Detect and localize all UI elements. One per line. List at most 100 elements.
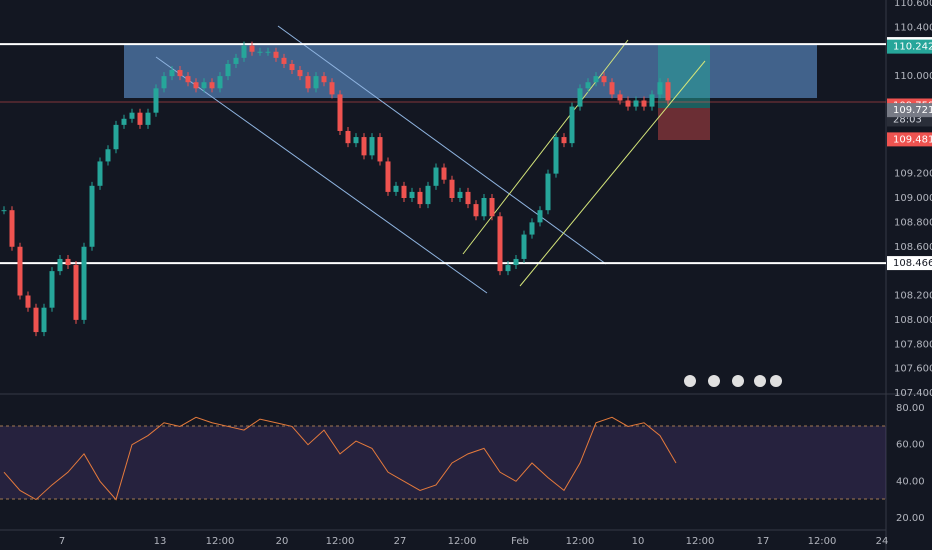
candle xyxy=(345,130,351,144)
candle xyxy=(89,185,95,247)
rsi-tick: 60.00 xyxy=(896,440,925,451)
candle xyxy=(153,88,159,113)
candle xyxy=(233,57,239,64)
candle xyxy=(217,76,223,89)
price-tick: 107.800 xyxy=(894,339,932,350)
candle xyxy=(305,76,311,89)
time-label: 12:00 xyxy=(448,536,477,547)
price-tag: 28:03 xyxy=(893,114,922,125)
candle xyxy=(289,63,295,71)
time-label: 20 xyxy=(276,536,289,547)
time-label: 7 xyxy=(59,536,65,547)
rsi-line xyxy=(3,416,677,501)
time-label: 13 xyxy=(154,536,167,547)
price-tag: 109.721 xyxy=(893,105,932,116)
candle xyxy=(617,94,623,101)
candle xyxy=(561,137,567,144)
price-tag: 109.481 xyxy=(893,134,932,145)
candle xyxy=(513,258,519,266)
candle xyxy=(145,112,151,125)
candle xyxy=(393,185,399,192)
price-tick: 108.200 xyxy=(894,291,932,302)
candle xyxy=(409,191,415,198)
price-tick: 107.400 xyxy=(894,388,932,399)
candle xyxy=(433,167,439,186)
price-tag: 108.466 xyxy=(893,258,932,269)
candle xyxy=(225,63,231,77)
price-tick: 109.200 xyxy=(894,169,932,180)
candle xyxy=(161,76,167,89)
candle xyxy=(9,210,15,247)
price-tick: 110.400 xyxy=(894,22,932,33)
price-tick: 107.600 xyxy=(894,364,932,375)
time-label: 12:00 xyxy=(808,536,837,547)
candle xyxy=(169,70,175,77)
candle xyxy=(417,191,423,205)
candle xyxy=(201,82,207,89)
time-label: 10 xyxy=(632,536,645,547)
candle xyxy=(401,185,407,198)
candle xyxy=(185,76,191,83)
candle xyxy=(33,307,39,333)
candle xyxy=(281,57,287,64)
candle xyxy=(449,179,455,198)
time-label: 17 xyxy=(757,536,770,547)
price-tick: 108.000 xyxy=(894,315,932,326)
time-label: 27 xyxy=(394,536,407,547)
time-label: 12:00 xyxy=(206,536,235,547)
candle xyxy=(329,82,335,95)
candle xyxy=(649,94,655,107)
candle xyxy=(601,76,607,83)
candle xyxy=(545,173,551,211)
candle xyxy=(17,246,23,296)
price-tag-bg xyxy=(887,256,932,271)
candle xyxy=(97,161,103,186)
time-label: Feb xyxy=(511,536,529,547)
candle xyxy=(193,82,199,89)
price-tick: 108.600 xyxy=(894,242,932,253)
candle xyxy=(113,124,119,150)
candle xyxy=(209,82,215,89)
price-tag-bg xyxy=(887,132,932,147)
candle xyxy=(313,76,319,89)
candle xyxy=(577,88,583,107)
candle xyxy=(81,246,87,320)
price-tag-bg xyxy=(887,103,932,118)
candle xyxy=(553,137,559,174)
candle xyxy=(497,216,503,272)
candle xyxy=(353,137,359,144)
candle xyxy=(665,82,671,101)
candle xyxy=(505,265,511,272)
candle xyxy=(457,191,463,198)
rsi-band xyxy=(0,426,886,499)
event-icons xyxy=(684,375,782,387)
candle xyxy=(137,112,143,125)
candle xyxy=(593,76,599,83)
candle xyxy=(441,167,447,180)
candle xyxy=(425,185,431,205)
candle xyxy=(529,222,535,235)
down-channel xyxy=(155,25,607,294)
candle xyxy=(297,70,303,77)
time-label: 12:00 xyxy=(566,536,595,547)
candle xyxy=(385,161,391,192)
candle xyxy=(377,137,383,162)
candle xyxy=(537,210,543,223)
candle xyxy=(65,258,71,266)
price-tick: 110.000 xyxy=(894,71,932,82)
candle xyxy=(641,100,647,107)
rsi-tick: 40.00 xyxy=(896,476,925,487)
candle xyxy=(265,51,271,53)
price-tag: 110.242 xyxy=(893,42,932,53)
candle xyxy=(481,198,487,217)
candle xyxy=(657,82,663,95)
candle xyxy=(41,307,47,333)
candle xyxy=(57,258,63,272)
candle xyxy=(521,234,527,259)
price-tick: 108.800 xyxy=(894,217,932,228)
candle xyxy=(273,51,279,58)
candle xyxy=(609,82,615,95)
candle xyxy=(633,100,639,107)
candle xyxy=(473,204,479,217)
